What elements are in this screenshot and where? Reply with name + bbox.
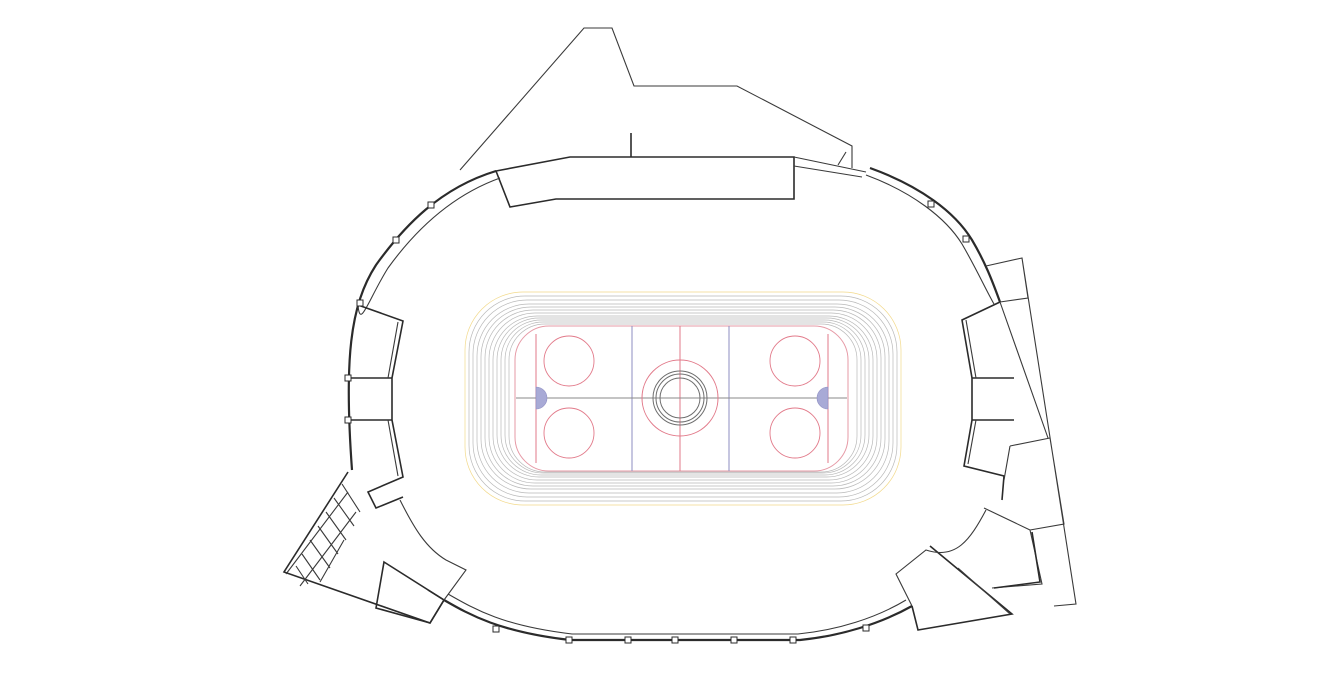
center-scoreboard-ring-mid (655, 373, 705, 423)
east-annex-outline (985, 257, 1077, 607)
east-annex-room (993, 531, 1041, 589)
seating-row (488, 312, 878, 484)
goal-crease-left (535, 386, 548, 410)
faceoff-circle-top-left (543, 335, 595, 387)
center-scoreboard-ring-outer (652, 370, 708, 426)
faceoff-circle-bottom-left (543, 407, 595, 459)
faceoff-circle-bottom-right (769, 407, 821, 459)
north-connector (793, 156, 867, 178)
column-posts (344, 200, 970, 644)
column-post-marker (427, 201, 435, 209)
column-post-marker (962, 235, 970, 243)
center-scoreboard-ring-inner (659, 377, 701, 419)
column-post-marker (392, 236, 400, 244)
southwest-ramp (399, 499, 467, 601)
southwest-room (375, 560, 446, 624)
column-post-marker (492, 625, 500, 633)
column-post-marker (565, 636, 573, 644)
column-post-marker (730, 636, 738, 644)
inner-shell-east (865, 174, 995, 305)
southwest-stair-block (282, 471, 446, 624)
goal-crease-right (816, 386, 829, 410)
southeast-inner-edge (957, 567, 1011, 615)
seating-row (480, 306, 886, 490)
north-concourse-block (494, 156, 795, 208)
column-post-marker (671, 636, 679, 644)
seating-row (468, 295, 898, 502)
seating-bowl (464, 291, 902, 506)
north-annex-stub (837, 151, 847, 166)
column-post-marker (862, 624, 870, 632)
southwest-stair-hatch (285, 483, 361, 587)
column-post-marker (927, 200, 935, 208)
southeast-ramp (895, 509, 987, 607)
column-post-marker (344, 374, 352, 382)
west-wing-wall (357, 304, 404, 510)
seating-row (496, 317, 870, 478)
center-faceoff-circle (641, 359, 719, 437)
seating-row (500, 319, 866, 476)
west-wing-inner (387, 321, 399, 477)
seating-row (484, 309, 882, 487)
east-wing-inner (965, 319, 977, 465)
column-post-marker (356, 299, 364, 307)
inner-shell-west (357, 177, 501, 315)
column-post-marker (789, 636, 797, 644)
hockey-rink (514, 325, 849, 472)
outer-shell-west (347, 169, 497, 471)
seating-row (508, 323, 858, 473)
column-post-marker (344, 416, 352, 424)
seating-bowl-outer-edge (464, 291, 902, 506)
outer-shell-east (869, 166, 1002, 303)
inner-shell-south (447, 593, 907, 635)
rink-boards (514, 325, 849, 472)
seating-row (492, 315, 874, 481)
seating-row (476, 303, 890, 494)
faceoff-circle-top-right (769, 335, 821, 387)
building-shell (282, 27, 1077, 642)
seating-row (472, 299, 894, 498)
east-annex-link (983, 445, 1031, 531)
column-post-marker (624, 636, 632, 644)
north-annex-wall (459, 27, 853, 171)
seating-row (504, 321, 862, 474)
